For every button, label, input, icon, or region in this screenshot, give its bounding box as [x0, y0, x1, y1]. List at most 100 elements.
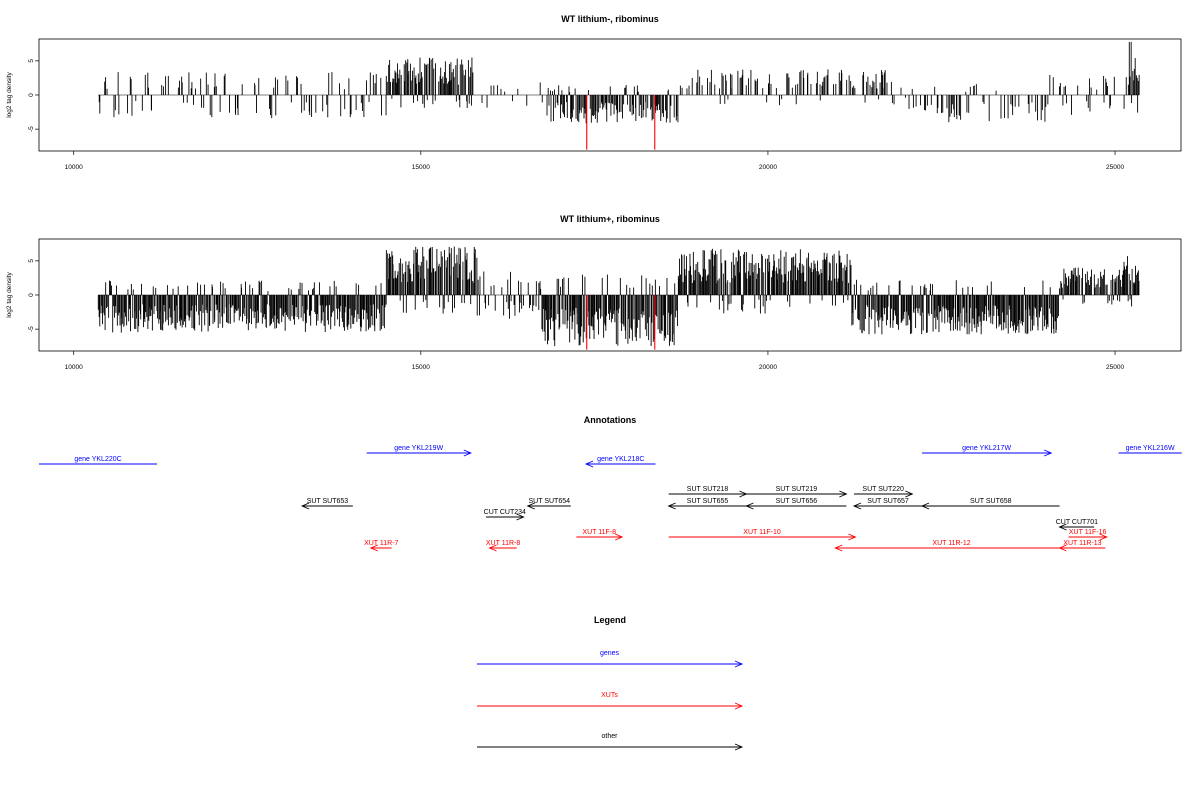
annotation-feature: XUT 11F-10 — [668, 529, 857, 541]
feature-arrowhead — [584, 460, 594, 468]
y-tick-label: 0 — [28, 93, 35, 97]
annotation-feature: CUT CUT234 — [484, 509, 526, 521]
feature-label: SUT SUT220 — [862, 486, 904, 493]
legend-arrowhead — [734, 660, 744, 668]
feature-label: XUT 11R-12 — [932, 540, 970, 547]
feature-arrowhead — [300, 502, 310, 510]
annotation-features: gene YKL220C gene YKL219W gene YKL218C gene… — [39, 445, 1182, 552]
feature-label: gene YKL218C — [597, 456, 644, 463]
annotation-feature: SUT SUT658 — [920, 498, 1060, 510]
bars — [97, 246, 1140, 350]
feature-label: gene YKL217W — [962, 445, 1011, 452]
annotation-feature: SUT SUT656 — [745, 498, 847, 510]
bars — [98, 41, 1140, 150]
x-tick-label: 25000 — [1106, 364, 1124, 371]
feature-label: XUT 11R-13 — [1063, 540, 1101, 547]
feature-label: CUT CUT701 — [1056, 519, 1098, 526]
legend: Legend genes XUTs other — [477, 615, 744, 751]
legend-label: XUTs — [601, 692, 618, 699]
x-tick-label: 10000 — [65, 164, 83, 171]
feature-label: SUT SUT219 — [776, 486, 818, 493]
feature-label: SUT SUT655 — [687, 498, 729, 505]
feature-arrowhead — [848, 533, 857, 541]
feature-label: XUT 11R-7 — [364, 540, 398, 547]
feature-label: SUT SUT654 — [529, 498, 571, 505]
x-tick-label: 10000 — [65, 364, 83, 371]
annotation-feature: gene YKL217W — [922, 445, 1053, 457]
feature-label: SUT SUT218 — [687, 486, 729, 493]
axes: 10000 15000 20000 25000 -5 0 5 — [28, 59, 1124, 171]
feature-label: gene YKL219W — [394, 445, 443, 452]
annotation-feature: SUT SUT654 — [526, 498, 571, 510]
y-tick-label: -5 — [28, 126, 35, 132]
x-tick-label: 15000 — [412, 164, 430, 171]
feature-arrowhead — [905, 490, 914, 498]
legend-item: genes — [477, 650, 744, 668]
feature-label: XUT 11F-16 — [1069, 529, 1107, 536]
chart-title: WT lithium-, ribominus — [561, 14, 659, 24]
y-axis-label: log2 tag density — [6, 71, 13, 117]
annotation-feature: XUT 11F-16 — [1068, 529, 1108, 541]
panel-lithium-minus: WT lithium-, ribominus log2 tag density … — [6, 14, 1182, 171]
x-tick-label: 20000 — [759, 164, 777, 171]
annotation-feature: gene YKL219W — [366, 445, 472, 457]
x-tick-label: 20000 — [759, 364, 777, 371]
feature-arrowhead — [488, 544, 497, 552]
legend-title: Legend — [594, 615, 626, 625]
feature-label: gene YKL220C — [74, 456, 121, 463]
feature-arrowhead — [920, 502, 930, 510]
legend-label: genes — [600, 650, 620, 657]
legend-arrowhead — [734, 702, 744, 710]
feature-arrowhead — [1044, 449, 1053, 457]
feature-label: XUT 11F-10 — [743, 529, 781, 536]
y-tick-label: 5 — [28, 259, 35, 263]
feature-arrowhead — [614, 533, 624, 541]
feature-arrowhead — [839, 490, 848, 498]
feature-label: gene YKL216W — [1126, 445, 1175, 452]
annotation-feature: XUT 11F-8 — [576, 529, 624, 541]
annotation-feature: SUT SUT220 — [854, 486, 914, 498]
annotation-feature: SUT SUT655 — [667, 498, 747, 510]
legend-item: other — [477, 733, 744, 751]
feature-arrowhead — [745, 502, 754, 510]
annotations-title: Annotations — [584, 415, 637, 425]
feature-label: SUT SUT653 — [307, 498, 349, 505]
panel-lithium-plus: WT lithium+, ribominus log2 tag density … — [6, 214, 1182, 371]
annotation-feature: XUT 11R-12 — [834, 540, 1068, 552]
annotation-feature: CUT CUT701 — [1056, 519, 1098, 531]
annotation-feature: SUT SUT219 — [746, 486, 848, 498]
feature-arrowhead — [369, 544, 379, 552]
annotation-feature: gene YKL218C — [584, 456, 656, 468]
feature-label: SUT SUT656 — [776, 498, 818, 505]
legend-item: XUTs — [477, 692, 744, 710]
y-tick-label: 5 — [28, 59, 35, 63]
feature-label: XUT 11R-8 — [486, 540, 520, 547]
feature-label: SUT SUT658 — [970, 498, 1012, 505]
annotation-feature: XUT 11R-13 — [1058, 540, 1106, 552]
feature-arrowhead — [1058, 544, 1067, 552]
annotation-feature: gene YKL220C — [39, 456, 158, 465]
feature-arrowhead — [526, 502, 535, 510]
feature-arrowhead — [463, 449, 472, 457]
y-tick-label: 0 — [28, 293, 35, 297]
annotation-feature: XUT 11R-7 — [364, 540, 399, 552]
annotation-feature: SUT SUT657 — [852, 498, 923, 510]
feature-label: SUT SUT657 — [867, 498, 909, 505]
y-tick-label: -5 — [28, 326, 35, 332]
annotation-feature: gene YKL216W — [1118, 445, 1182, 454]
legend-arrowhead — [734, 743, 744, 751]
legend-items: genes XUTs other — [477, 650, 744, 751]
legend-label: other — [602, 733, 619, 740]
feature-arrowhead — [852, 502, 862, 510]
feature-arrowhead — [667, 502, 676, 510]
annotation-feature: XUT 11R-8 — [486, 540, 520, 552]
y-axis-label: log2 tag density — [6, 271, 13, 317]
feature-label: CUT CUT234 — [484, 509, 526, 516]
feature-arrowhead — [1058, 523, 1067, 531]
chart-title: WT lithium+, ribominus — [560, 214, 660, 224]
feature-arrowhead — [1099, 533, 1108, 541]
annotation-feature: SUT SUT218 — [668, 486, 748, 498]
x-tick-label: 25000 — [1106, 164, 1124, 171]
